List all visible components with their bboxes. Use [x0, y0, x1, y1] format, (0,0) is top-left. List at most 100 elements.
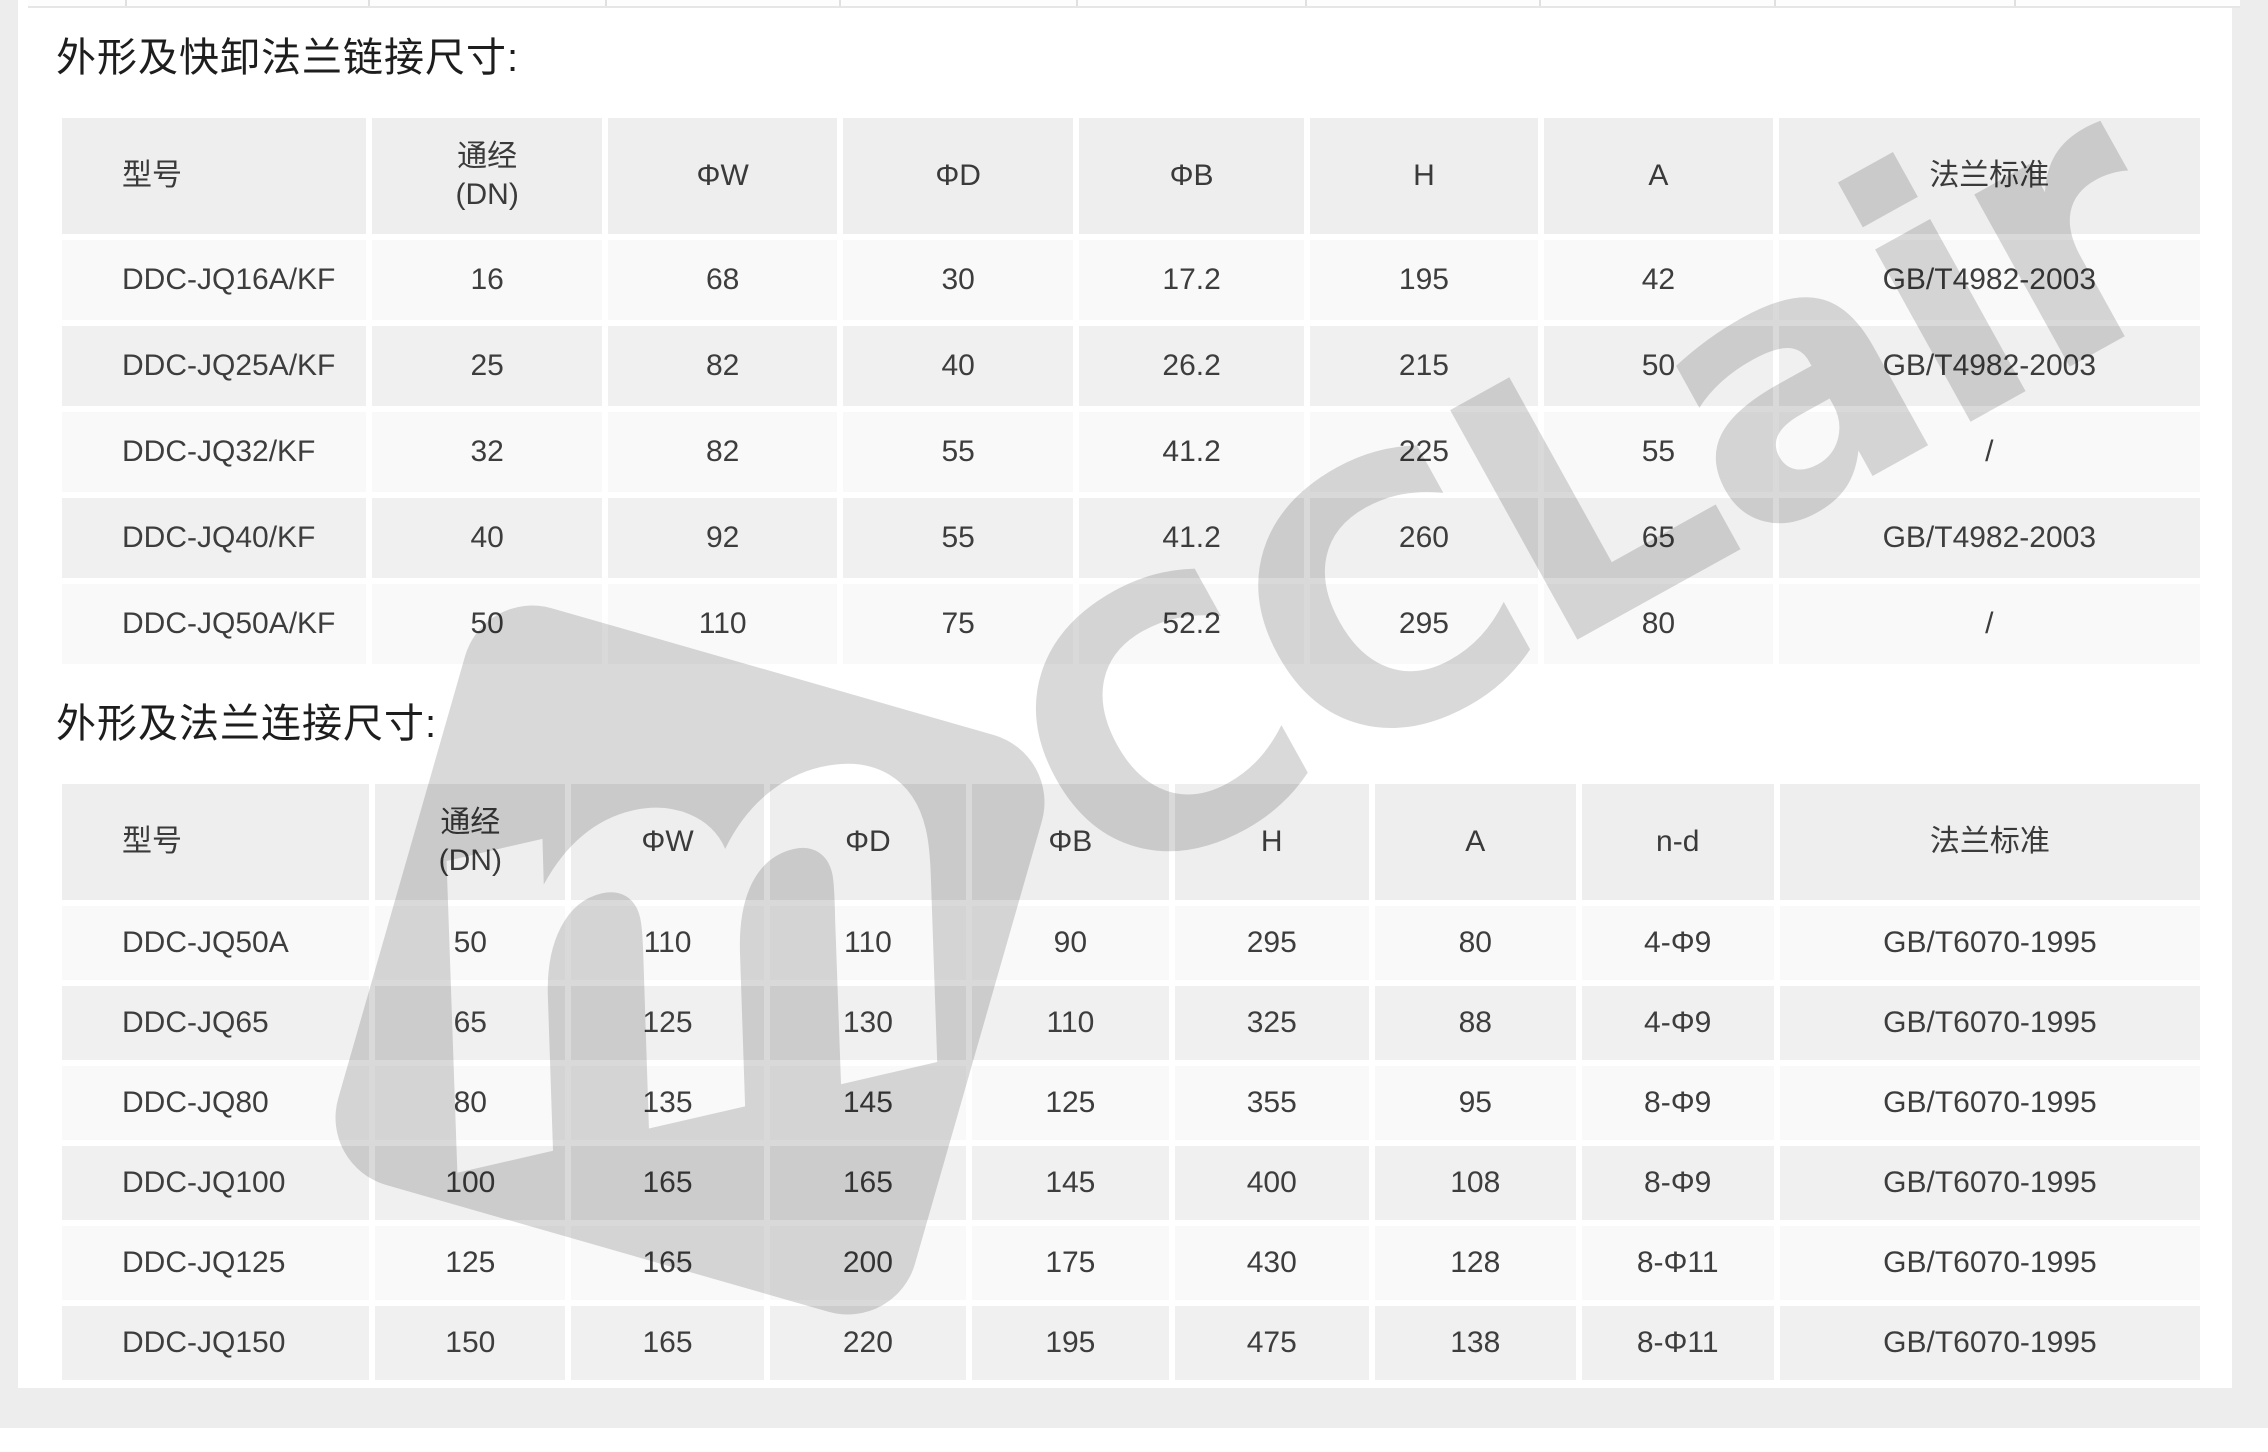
cell-divider [2014, 0, 2016, 6]
table-row: DDC-JQ150 150 165 220 195 475 138 8-Φ11 GB/T6070… [62, 1306, 2200, 1380]
value-cell: 40 [371, 498, 603, 578]
value-cell: 55 [1544, 412, 1773, 492]
model-cell: DDC-JQ100 [62, 1146, 370, 1220]
value-cell: 400 [1174, 1146, 1369, 1220]
table-row: DDC-JQ40/KF 40 92 55 41.2 260 65 GB/T4982-2003 [62, 498, 2200, 578]
model-cell: DDC-JQ65 [62, 986, 370, 1060]
column-header: 型号 [62, 784, 370, 900]
value-cell: GB/T6070-1995 [1779, 1066, 2200, 1140]
value-cell: 4-Φ9 [1581, 906, 1774, 980]
value-cell: 110 [608, 584, 837, 664]
value-cell: 17.2 [1079, 240, 1304, 320]
value-cell: 110 [972, 986, 1169, 1060]
value-cell: GB/T6070-1995 [1779, 1306, 2200, 1380]
model-cell: DDC-JQ32/KF [62, 412, 366, 492]
value-cell: 325 [1174, 986, 1369, 1060]
value-cell: 40 [842, 326, 1074, 406]
value-cell: 125 [972, 1066, 1169, 1140]
header-row: 型号 通经 (DN) ΦW ΦD ΦB H A 法兰标准 [62, 118, 2200, 234]
model-cell: DDC-JQ50A/KF [62, 584, 366, 664]
column-header: ΦB [972, 784, 1169, 900]
value-cell: 75 [842, 584, 1074, 664]
value-cell: 16 [371, 240, 603, 320]
value-cell: GB/T6070-1995 [1779, 1146, 2200, 1220]
value-cell: 26.2 [1079, 326, 1304, 406]
value-cell: 95 [1374, 1066, 1576, 1140]
cell-divider [368, 0, 370, 6]
value-cell: 295 [1309, 584, 1539, 664]
table-row: DDC-JQ80 80 135 145 125 355 95 8-Φ9 GB/T6070-199… [62, 1066, 2200, 1140]
value-cell: 80 [375, 1066, 566, 1140]
value-cell: 145 [972, 1146, 1169, 1220]
value-cell: 200 [769, 1226, 967, 1300]
value-cell: 82 [608, 326, 837, 406]
value-cell: 150 [375, 1306, 566, 1380]
cell-divider [1076, 0, 1078, 6]
value-cell: 8-Φ11 [1581, 1306, 1774, 1380]
section1-title: 外形及快卸法兰链接尺寸: [56, 36, 520, 80]
value-cell: 130 [769, 986, 967, 1060]
cell-divider [1774, 0, 1776, 6]
value-cell: 65 [1544, 498, 1773, 578]
value-cell: 165 [769, 1146, 967, 1220]
value-cell: 52.2 [1079, 584, 1304, 664]
value-cell: 42 [1544, 240, 1773, 320]
value-cell: GB/T6070-1995 [1779, 1226, 2200, 1300]
value-cell: / [1778, 584, 2200, 664]
column-header: 通经 (DN) [375, 784, 566, 900]
value-cell: / [1778, 412, 2200, 492]
value-cell: 50 [1544, 326, 1773, 406]
value-cell: 145 [769, 1066, 967, 1140]
column-header: H [1174, 784, 1369, 900]
value-cell: 88 [1374, 986, 1576, 1060]
table-row: DDC-JQ50A 50 110 110 90 295 80 4-Φ9 GB/T6070-199… [62, 906, 2200, 980]
column-header: ΦW [608, 118, 837, 234]
value-cell: 92 [608, 498, 837, 578]
value-cell: 165 [571, 1226, 764, 1300]
value-cell: 30 [842, 240, 1074, 320]
model-cell: DDC-JQ16A/KF [62, 240, 366, 320]
table-row: DDC-JQ32/KF 32 82 55 41.2 225 55/ [62, 412, 2200, 492]
value-cell: 90 [972, 906, 1169, 980]
value-cell: 100 [375, 1146, 566, 1220]
column-header: ΦB [1079, 118, 1304, 234]
value-cell: 295 [1174, 906, 1369, 980]
cell-divider [1305, 0, 1307, 6]
model-cell: DDC-JQ50A [62, 906, 370, 980]
column-header: 法兰标准 [1779, 784, 2200, 900]
value-cell: 50 [375, 906, 566, 980]
value-cell: 68 [608, 240, 837, 320]
column-header: A [1544, 118, 1773, 234]
content-card: 外形及快卸法兰链接尺寸: 型号 通经 (DN) ΦW ΦD ΦB H A 法兰标准 DDC-J… [18, 0, 2240, 1388]
value-cell: 110 [769, 906, 967, 980]
table-row: DDC-JQ125 125 165 200 175 430 128 8-Φ11 GB/T6070… [62, 1226, 2200, 1300]
value-cell: 355 [1174, 1066, 1369, 1140]
column-header: n-d [1581, 784, 1774, 900]
value-cell: GB/T4982-2003 [1778, 498, 2200, 578]
model-cell: DDC-JQ125 [62, 1226, 370, 1300]
column-header: 法兰标准 [1778, 118, 2200, 234]
column-header: ΦD [842, 118, 1074, 234]
value-cell: GB/T4982-2003 [1778, 240, 2200, 320]
value-cell: GB/T6070-1995 [1779, 986, 2200, 1060]
value-cell: 125 [375, 1226, 566, 1300]
value-cell: 110 [571, 906, 764, 980]
kf-flange-dimension-table: 型号 通经 (DN) ΦW ΦD ΦB H A 法兰标准 DDC-JQ16A/KF 16 68 30… [56, 112, 2206, 670]
value-cell: 260 [1309, 498, 1539, 578]
value-cell: 128 [1374, 1226, 1576, 1300]
value-cell: 80 [1544, 584, 1773, 664]
value-cell: 32 [371, 412, 603, 492]
value-cell: 55 [842, 498, 1074, 578]
value-cell: 55 [842, 412, 1074, 492]
value-cell: 8-Φ11 [1581, 1226, 1774, 1300]
value-cell: GB/T4982-2003 [1778, 326, 2200, 406]
model-cell: DDC-JQ80 [62, 1066, 370, 1140]
section2-title: 外形及法兰连接尺寸: [56, 702, 438, 746]
value-cell: 175 [972, 1226, 1169, 1300]
table-row: DDC-JQ16A/KF 16 68 30 17.2 195 42 GB/T4982-2003 [62, 240, 2200, 320]
value-cell: 225 [1309, 412, 1539, 492]
bottom-white-strip [0, 1428, 2268, 1452]
value-cell: 108 [1374, 1146, 1576, 1220]
